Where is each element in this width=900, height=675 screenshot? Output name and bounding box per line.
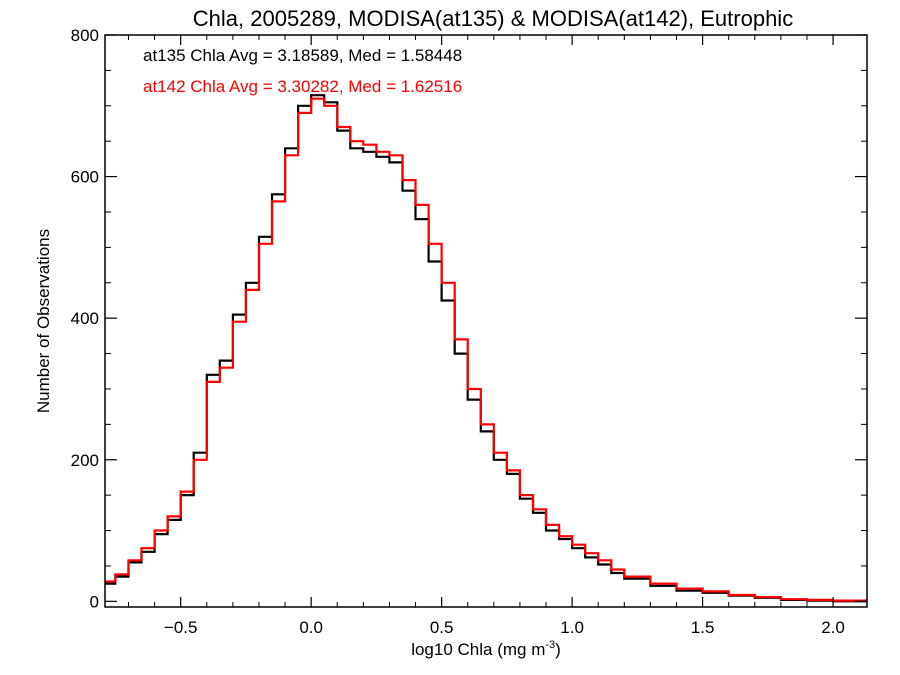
x-axis-label: log10 Chla (mg m-3) — [411, 639, 561, 659]
x-tick-label: 1.5 — [691, 618, 715, 637]
y-axis-ticks: 0 200 400 600 800 — [71, 26, 867, 611]
x-axis-label-superscript: -3 — [545, 639, 555, 651]
x-axis-label-close: ) — [555, 640, 561, 659]
series-1-line — [105, 97, 867, 602]
y-axis-label: Number of Observations — [34, 229, 53, 413]
y-tick-label: 600 — [71, 168, 99, 187]
series-0-line — [105, 94, 867, 603]
annotation-at142-stats: at142 Chla Avg = 3.30282, Med = 1.62516 — [143, 77, 462, 96]
x-axis-label-main: log10 Chla (mg m — [411, 640, 545, 659]
x-tick-label: 1.0 — [560, 618, 584, 637]
plot-frame — [104, 34, 868, 608]
y-tick-label: 200 — [71, 451, 99, 470]
x-tick-label: −0.5 — [164, 618, 198, 637]
series-layer — [105, 94, 867, 603]
y-tick-label: 400 — [71, 309, 99, 328]
y-tick-label: 0 — [90, 592, 99, 611]
x-tick-label: 0.0 — [299, 618, 323, 637]
annotation-at135-stats: at135 Chla Avg = 3.18589, Med = 1.58448 — [143, 46, 462, 65]
x-tick-label: 2.0 — [821, 618, 845, 637]
chart-title: Chla, 2005289, MODISA(at135) & MODISA(at… — [193, 6, 793, 31]
y-tick-label: 800 — [71, 26, 99, 45]
x-tick-label: 0.5 — [430, 618, 454, 637]
x-axis-ticks: −0.5 0.0 0.5 1.0 1.5 2.0 — [127, 35, 845, 637]
